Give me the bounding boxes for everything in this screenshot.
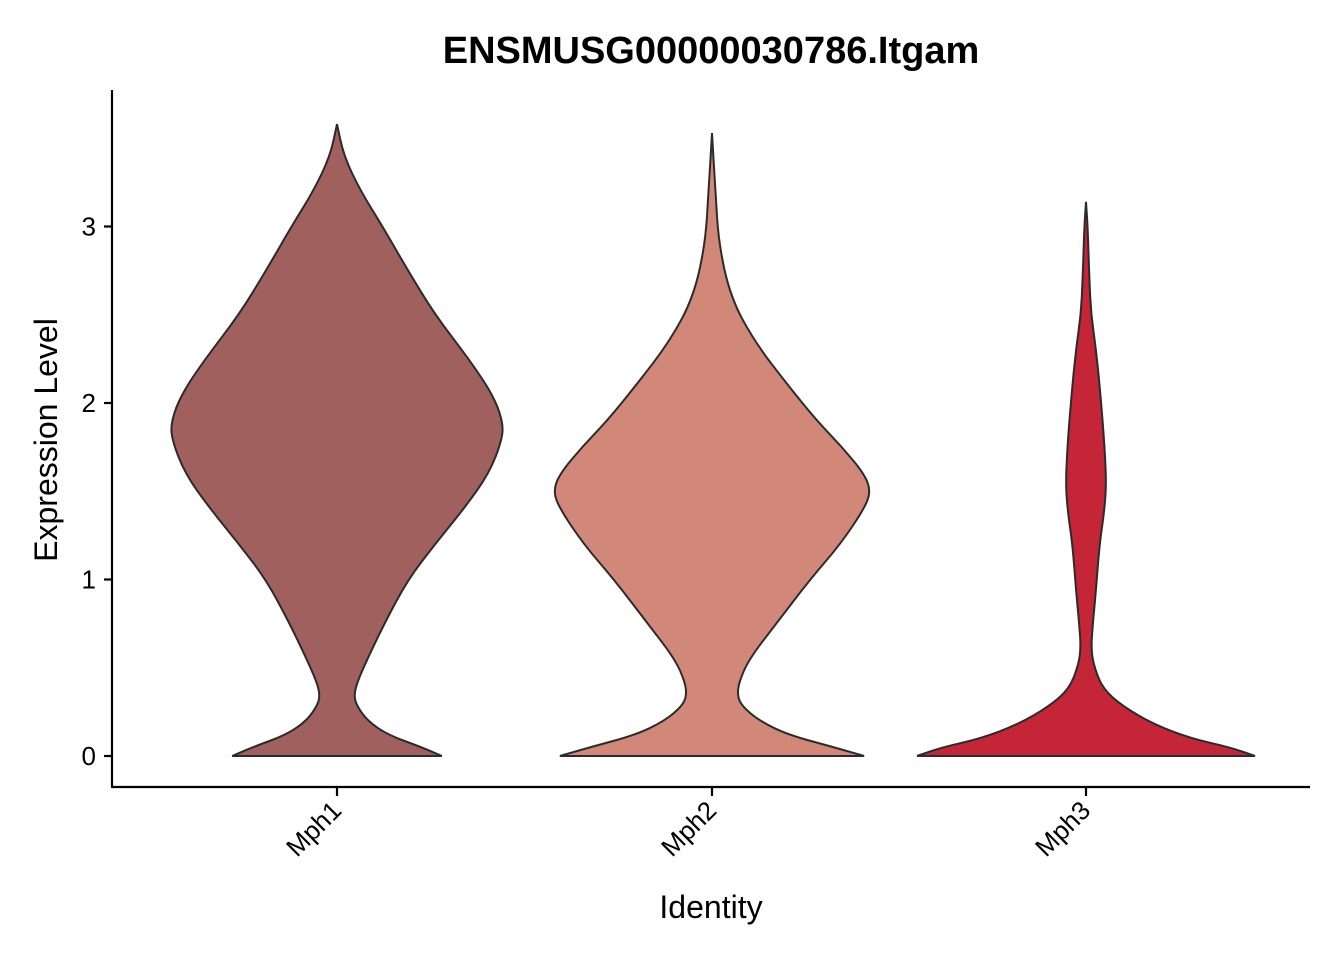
chart-title: ENSMUSG00000030786.Itgam xyxy=(443,30,980,72)
y-axis-ticks: 0 1 2 3 xyxy=(82,212,112,771)
x-tick-label: Mph1 xyxy=(280,795,347,862)
y-tick-label: 3 xyxy=(82,212,96,242)
y-tick-label: 1 xyxy=(82,565,96,595)
y-axis-title: Expression Level xyxy=(28,318,64,562)
x-axis-ticks: Mph1 Mph2 Mph3 xyxy=(280,787,1096,862)
y-tick-label: 2 xyxy=(82,388,96,418)
x-tick-label: Mph2 xyxy=(655,795,722,862)
x-tick-label: Mph3 xyxy=(1029,795,1096,862)
violin-mph3 xyxy=(916,201,1256,757)
violins-group xyxy=(170,123,1256,757)
y-tick-label: 0 xyxy=(82,741,96,771)
x-axis-title: Identity xyxy=(659,889,762,925)
violin-mph2 xyxy=(553,132,871,757)
violin-mph1 xyxy=(170,123,504,757)
